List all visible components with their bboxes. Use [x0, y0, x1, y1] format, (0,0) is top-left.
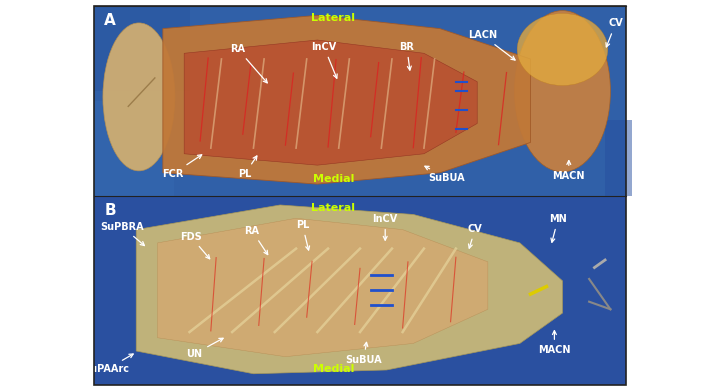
Text: SuBUA: SuBUA [425, 166, 464, 183]
Text: SuPBRA: SuPBRA [101, 222, 145, 246]
Text: FCR: FCR [162, 155, 202, 179]
FancyBboxPatch shape [94, 100, 174, 196]
FancyBboxPatch shape [94, 6, 189, 91]
FancyBboxPatch shape [94, 6, 626, 196]
Text: InCV: InCV [311, 42, 337, 78]
Ellipse shape [517, 13, 608, 86]
Ellipse shape [515, 11, 611, 172]
Text: PL: PL [238, 156, 257, 179]
Text: PL: PL [296, 220, 310, 250]
Text: MACN: MACN [538, 331, 571, 355]
Polygon shape [158, 218, 488, 357]
Text: SuBUA: SuBUA [346, 343, 382, 365]
Text: CV: CV [606, 18, 623, 47]
Text: B: B [104, 203, 116, 218]
Text: Lateral: Lateral [311, 13, 356, 23]
Ellipse shape [103, 23, 175, 171]
Text: Lateral: Lateral [311, 203, 356, 213]
Text: CV: CV [468, 224, 482, 248]
Text: BR: BR [400, 42, 414, 70]
Text: LACN: LACN [468, 30, 515, 60]
Text: BA: BA [629, 208, 648, 235]
Text: InCV: InCV [372, 214, 398, 240]
Text: Medial: Medial [312, 174, 354, 184]
Polygon shape [163, 15, 531, 184]
Text: MACN: MACN [552, 161, 585, 181]
Text: FDS: FDS [180, 231, 210, 259]
Polygon shape [184, 40, 477, 165]
Polygon shape [136, 205, 562, 374]
Text: RA: RA [245, 226, 268, 255]
Text: MN: MN [549, 214, 567, 242]
Text: Medial: Medial [312, 364, 354, 374]
FancyBboxPatch shape [94, 196, 626, 385]
Text: A: A [104, 13, 116, 29]
Text: UN: UN [186, 338, 223, 359]
Text: RA: RA [230, 44, 267, 83]
Text: SuPAArc: SuPAArc [84, 354, 133, 375]
FancyBboxPatch shape [605, 120, 631, 196]
